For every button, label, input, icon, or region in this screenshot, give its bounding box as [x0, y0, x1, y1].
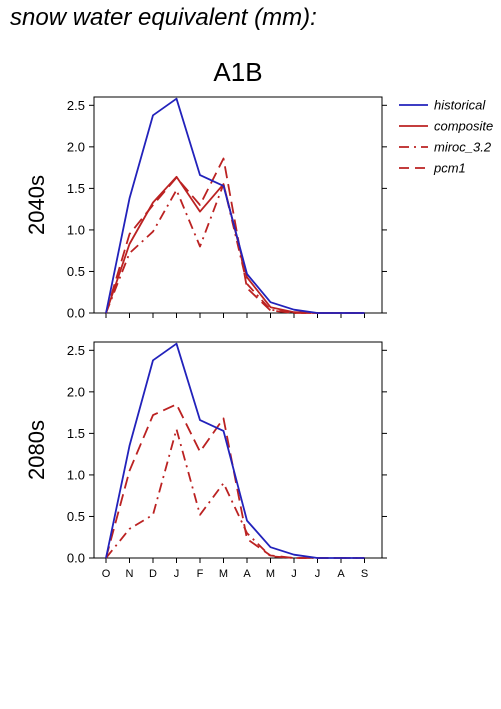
x-tick-label: D [149, 568, 157, 580]
series-line-historical [105, 97, 365, 314]
legend-label-miroc_3.2: miroc_3.2 [434, 140, 492, 155]
y-tick-label: 2.5 [67, 343, 85, 358]
y-tick-label: 0.0 [67, 306, 85, 321]
y-tick-label: 2.5 [67, 98, 85, 113]
y-tick-label: 2.0 [67, 384, 85, 399]
legend-label-composite: composite [434, 119, 493, 134]
y-tick-label: 0.0 [67, 551, 85, 566]
y-tick-label: 1.0 [67, 467, 85, 482]
y-tick-label: 1.5 [67, 181, 85, 196]
x-tick-label: N [126, 568, 134, 580]
x-tick-label: S [361, 568, 368, 580]
row-label-2040s: 2040s [24, 175, 49, 235]
figure-title: snow water equivalent (mm): [10, 4, 317, 31]
x-tick-label: A [337, 568, 345, 580]
y-tick-label: 0.5 [67, 264, 85, 279]
legend-label-historical: historical [434, 98, 486, 113]
x-tick-label: F [197, 568, 204, 580]
chart-title: A1B [213, 57, 262, 87]
x-tick-label: J [291, 568, 297, 580]
y-tick-label: 0.5 [67, 509, 85, 524]
series-line-miroc_3.2 [105, 428, 365, 559]
x-tick-label: O [102, 568, 111, 580]
panel-2080s: 0.0 0.5 1.0 1.5 2.0 2.5 O N D J F M A M J J A S 2080s [24, 341, 387, 580]
series-line-pcm1 [105, 403, 365, 559]
series-line-historical [105, 342, 365, 559]
series-line-miroc_3.2 [105, 183, 365, 314]
legend: historical composite miroc_3.2 pcm1 [399, 98, 493, 176]
y-tick-label: 1.5 [67, 426, 85, 441]
row-label-2080s: 2080s [24, 420, 49, 480]
plot-frame [93, 341, 383, 559]
x-tick-label: M [219, 568, 228, 580]
y-tick-label: 1.0 [67, 222, 85, 237]
panel-2040s: 0.0 0.5 1.0 1.5 2.0 2.5 2040s [24, 96, 387, 321]
y-tick-label: 2.0 [67, 139, 85, 154]
legend-label-pcm1: pcm1 [433, 161, 466, 176]
plot-frame [93, 96, 383, 314]
x-tick-label: A [243, 568, 251, 580]
x-tick-label: J [174, 568, 180, 580]
x-tick-label: J [315, 568, 321, 580]
series-line-composite [105, 175, 365, 314]
x-tick-label: M [266, 568, 275, 580]
